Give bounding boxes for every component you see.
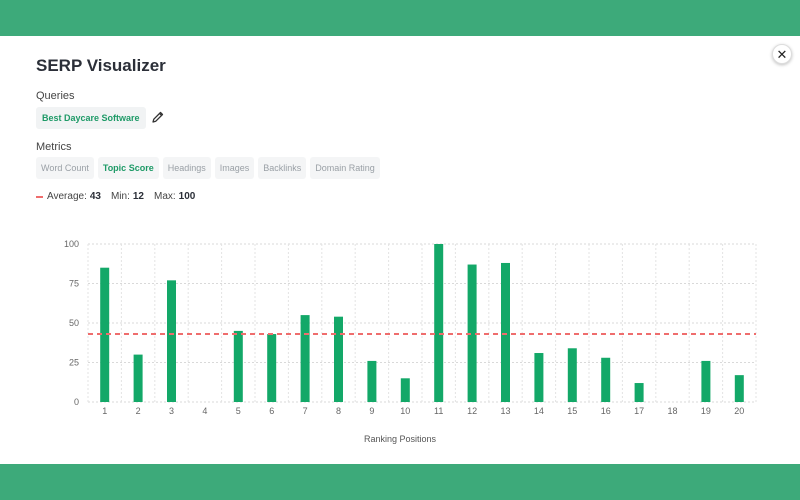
average-label: Average: (47, 191, 87, 202)
bar-position-19 (701, 360, 711, 402)
bar-position-7 (300, 315, 310, 402)
close-icon[interactable]: ✕ (772, 44, 792, 64)
bar-position-10 (400, 378, 410, 402)
chart-stats: Average: 43 Min: 12 Max: 100 (36, 191, 205, 202)
x-tick-label: 7 (303, 406, 308, 416)
x-tick-label: 4 (202, 406, 207, 416)
metric-tabs: Word Count Topic Score Headings Images Backl… (36, 157, 380, 179)
y-tick-label: 100 (64, 239, 79, 249)
x-tick-label: 14 (534, 406, 544, 416)
x-tick-label: 5 (236, 406, 241, 416)
bar-position-12 (467, 264, 477, 402)
metric-tab-domain-rating[interactable]: Domain Rating (310, 157, 380, 179)
modal-title: SERP Visualizer (36, 56, 166, 75)
x-tick-label: 2 (136, 406, 141, 416)
average-value: 43 (89, 191, 101, 202)
y-tick-label: 75 (69, 279, 79, 289)
x-tick-label: 18 (667, 406, 677, 416)
x-tick-label: 8 (336, 406, 341, 416)
metric-tab-topic-score[interactable]: Topic Score (97, 157, 159, 179)
bar-position-16 (601, 357, 611, 402)
min-value: 12 (132, 191, 144, 202)
x-tick-label: 12 (467, 406, 477, 416)
bar-position-8 (334, 316, 343, 402)
x-tick-label: 9 (369, 406, 374, 416)
x-tick-label: 1 (102, 406, 107, 416)
metric-tab-headings[interactable]: Headings (162, 157, 211, 179)
metric-tab-images[interactable]: Images (214, 157, 255, 179)
min-label: Min: (110, 191, 130, 202)
bar-position-5 (233, 330, 243, 402)
x-tick-label: 10 (400, 406, 410, 416)
average-legend-dash (36, 195, 43, 198)
metrics-label: Metrics (36, 141, 72, 153)
max-label: Max: (154, 191, 176, 202)
x-axis-title: Ranking Positions (363, 434, 437, 444)
bar-position-17 (634, 383, 644, 402)
bar-position-11 (434, 244, 444, 402)
x-tick-label: 6 (269, 406, 274, 416)
bar-position-15 (567, 348, 577, 402)
x-tick-label: 15 (567, 406, 577, 416)
metric-tab-backlinks[interactable]: Backlinks (258, 157, 307, 179)
x-tick-label: 20 (734, 406, 744, 416)
x-tick-label: 19 (701, 406, 711, 416)
pencil-icon[interactable] (151, 110, 165, 124)
x-tick-label: 11 (434, 406, 443, 416)
queries-label: Queries (36, 90, 75, 102)
x-tick-label: 3 (169, 406, 174, 416)
y-tick-label: 25 (69, 358, 79, 368)
x-tick-label: 13 (500, 406, 510, 416)
bar-position-1 (100, 267, 110, 402)
query-chip[interactable]: Best Daycare Software (36, 107, 146, 129)
bar-position-6 (267, 334, 277, 402)
metric-tab-word-count[interactable]: Word Count (36, 157, 94, 179)
serp-visualizer-modal: ✕ SERP Visualizer Queries Best Daycare S… (0, 36, 800, 464)
bar-position-14 (534, 353, 544, 402)
x-tick-label: 17 (634, 406, 644, 416)
max-value: 100 (178, 191, 196, 202)
y-tick-label: 50 (69, 318, 79, 328)
y-tick-label: 0 (74, 397, 79, 407)
bar-position-20 (734, 375, 744, 402)
x-tick-label: 16 (601, 406, 611, 416)
bar-position-9 (367, 360, 377, 402)
bar-position-2 (133, 354, 143, 402)
bar-position-3 (167, 280, 176, 402)
bar-position-13 (501, 262, 510, 402)
